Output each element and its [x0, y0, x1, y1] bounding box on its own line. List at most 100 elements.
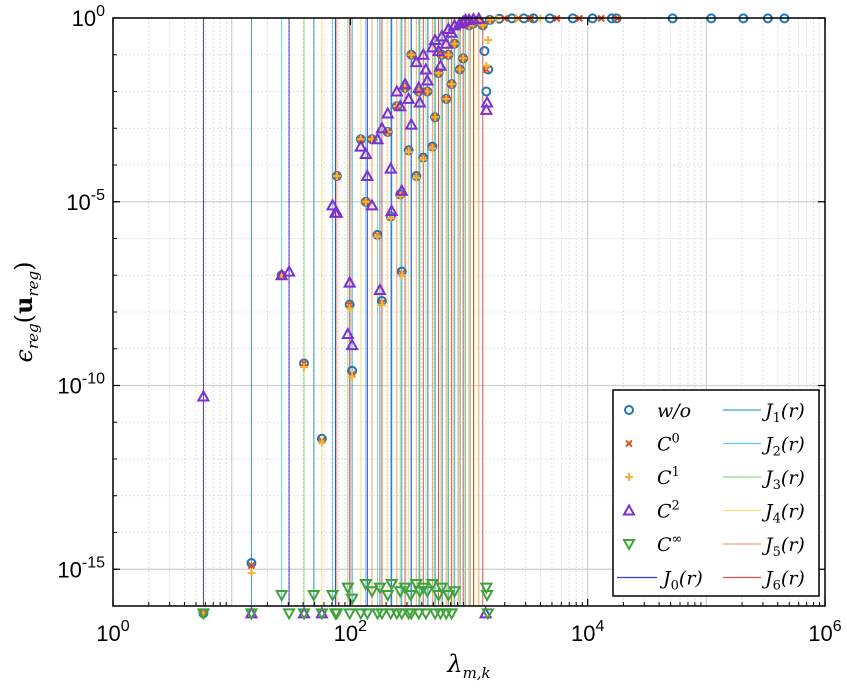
point-c2	[354, 139, 368, 152]
point-c1	[455, 65, 464, 74]
point-c2	[341, 326, 355, 340]
y-axis-label: ϵreg(ureg)	[9, 262, 42, 363]
point-cinf	[244, 608, 259, 621]
point-cinf	[325, 589, 340, 603]
point-c1	[419, 155, 428, 164]
point-c2	[444, 25, 459, 38]
legend-label-J5: J5(r)	[761, 534, 805, 560]
legend-marker-c2	[622, 503, 636, 516]
point-c2	[370, 132, 385, 145]
point-wo	[246, 558, 257, 569]
point-c1	[431, 113, 440, 122]
x-tick-label: 106	[808, 618, 841, 646]
legend-label-J2: J2(r)	[761, 434, 805, 460]
point-c2	[345, 338, 359, 351]
point-c2	[419, 62, 433, 75]
point-c2	[282, 264, 296, 277]
y-tick-label: 100	[72, 3, 105, 31]
point-c2	[425, 40, 440, 53]
point-cinf	[359, 578, 373, 592]
point-c2	[330, 205, 344, 218]
legend-label-c2: C2	[657, 499, 680, 523]
point-cinf	[365, 586, 379, 599]
point-c1	[377, 300, 386, 309]
point-cinf	[282, 608, 296, 621]
point-c1	[442, 94, 451, 103]
point-cinf	[412, 608, 426, 621]
point-cinf	[441, 589, 456, 603]
point-c2	[439, 36, 453, 49]
legend-marker-wo	[624, 405, 634, 415]
point-c1	[300, 363, 309, 372]
point-c2	[479, 102, 494, 115]
point-c1	[317, 438, 326, 447]
data-points	[196, 11, 790, 621]
point-cinf	[341, 582, 355, 595]
point-cinf	[444, 608, 459, 621]
point-c2	[409, 55, 423, 68]
point-cinf	[403, 589, 418, 603]
point-c1	[396, 192, 405, 201]
point-cinf	[479, 582, 494, 595]
point-cinf	[297, 608, 311, 621]
point-c2	[480, 95, 494, 108]
point-c2	[381, 106, 395, 119]
point-c0	[247, 561, 256, 570]
x-axis-label: λm,k	[446, 650, 490, 682]
point-c2	[433, 58, 448, 71]
point-c1	[482, 61, 491, 70]
point-c1	[407, 50, 416, 59]
legend-marker-cinf	[622, 539, 636, 552]
point-cinf	[274, 589, 289, 603]
point-c2	[413, 95, 427, 108]
x-tick-label: 100	[96, 618, 129, 646]
point-cinf	[342, 608, 357, 621]
point-c1	[459, 54, 468, 63]
point-c1	[412, 173, 421, 182]
point-c2	[395, 183, 409, 196]
legend-marker-c1	[625, 473, 633, 481]
point-cinf	[395, 608, 409, 621]
point-cinf	[419, 608, 433, 621]
point-c1	[444, 50, 453, 59]
point-cinf	[345, 593, 359, 606]
point-c1	[450, 39, 459, 48]
legend-label-c0: C0	[657, 432, 680, 456]
point-cinf	[330, 608, 344, 621]
point-c2	[325, 198, 340, 211]
point-c2	[478, 606, 493, 619]
legend-marker-c0	[625, 439, 633, 448]
point-c2	[416, 47, 431, 60]
point-wo	[479, 46, 490, 57]
point-cinf	[447, 586, 462, 599]
point-c1	[373, 232, 382, 241]
point-c2	[398, 77, 412, 90]
point-c1	[397, 271, 406, 280]
point-c2	[373, 282, 387, 295]
point-cinf	[404, 608, 419, 621]
legend-label-J4: J4(r)	[761, 501, 805, 527]
point-c2	[404, 117, 419, 130]
point-cinf	[480, 589, 494, 603]
point-c2	[384, 161, 398, 174]
x-tick-label: 102	[334, 618, 367, 646]
point-cinf	[315, 608, 329, 621]
point-c2	[196, 389, 211, 402]
point-c2	[435, 29, 449, 42]
point-cinf	[360, 608, 375, 621]
x-tick-label: 104	[571, 618, 604, 646]
point-cinf	[420, 586, 435, 599]
point-cinf	[307, 589, 321, 603]
point-c2	[420, 73, 435, 86]
point-c2	[431, 44, 446, 57]
legend-label-c1: C1	[657, 465, 680, 489]
point-cinf	[425, 578, 440, 592]
point-c2	[360, 168, 375, 182]
bessel-zero-lines	[202, 18, 484, 606]
legend-label-wo: w/o	[657, 400, 691, 422]
legend-label-J1: J1(r)	[761, 400, 805, 426]
legend-box	[612, 389, 820, 597]
point-c1	[348, 372, 357, 381]
tick-labels: 100 102 104 106 100 10-5 10-10 10-15	[57, 3, 841, 646]
